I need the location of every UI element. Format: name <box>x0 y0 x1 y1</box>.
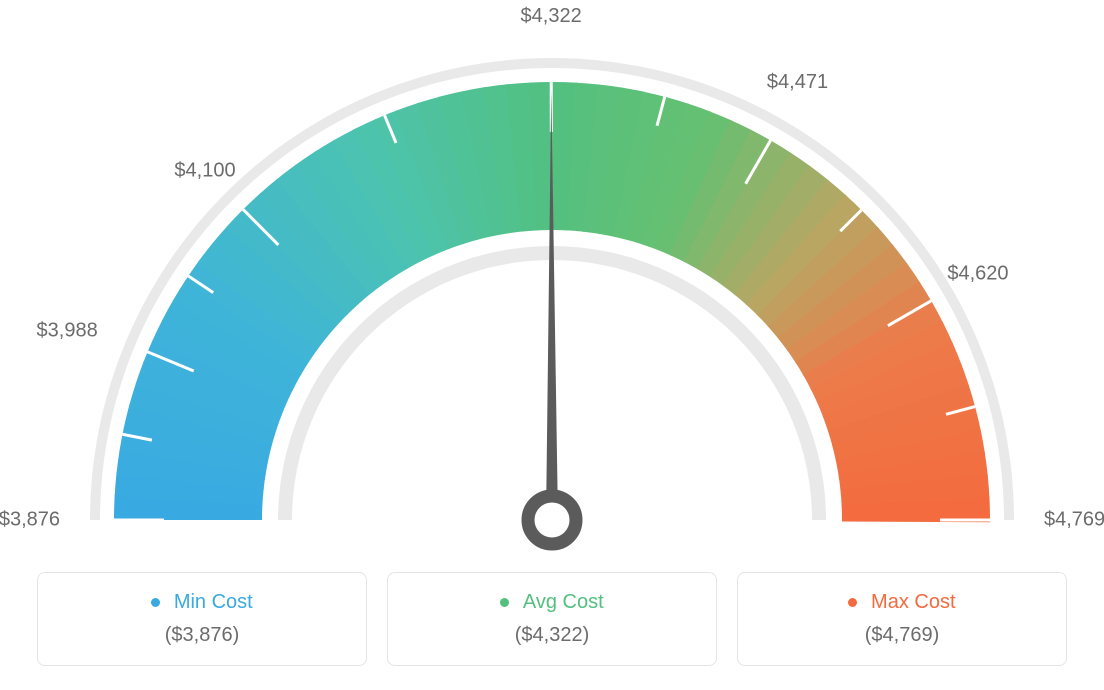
legend-dot-min <box>151 598 160 607</box>
gauge-tick-label: $3,876 <box>0 509 60 532</box>
legend-value-avg: ($4,322) <box>398 624 706 647</box>
legend-card-min: Min Cost ($3,876) <box>37 572 367 666</box>
legend-value-min: ($3,876) <box>48 624 356 647</box>
legend-title-min: Min Cost <box>48 591 356 614</box>
gauge-tick-label: $4,322 <box>521 5 582 28</box>
gauge-tick-label: $4,769 <box>1044 509 1104 532</box>
cost-gauge-chart: $3,876$3,988$4,100$4,322$4,471$4,620$4,7… <box>42 30 1062 560</box>
gauge-tick-label: $4,100 <box>174 160 235 183</box>
gauge-svg <box>42 30 1062 570</box>
legend-label-max: Max Cost <box>871 591 955 613</box>
legend-dot-avg <box>500 598 509 607</box>
gauge-tick-label: $4,471 <box>767 71 828 94</box>
legend-label-avg: Avg Cost <box>523 591 604 613</box>
legend-label-min: Min Cost <box>174 591 253 613</box>
legend-title-avg: Avg Cost <box>398 591 706 614</box>
legend-value-max: ($4,769) <box>748 624 1056 647</box>
gauge-tick-label: $4,620 <box>947 262 1008 285</box>
legend-dot-max <box>848 598 857 607</box>
legend-row: Min Cost ($3,876) Avg Cost ($4,322) Max … <box>0 572 1104 666</box>
legend-card-max: Max Cost ($4,769) <box>737 572 1067 666</box>
legend-title-max: Max Cost <box>748 591 1056 614</box>
legend-card-avg: Avg Cost ($4,322) <box>387 572 717 666</box>
gauge-tick-label: $3,988 <box>37 320 98 343</box>
